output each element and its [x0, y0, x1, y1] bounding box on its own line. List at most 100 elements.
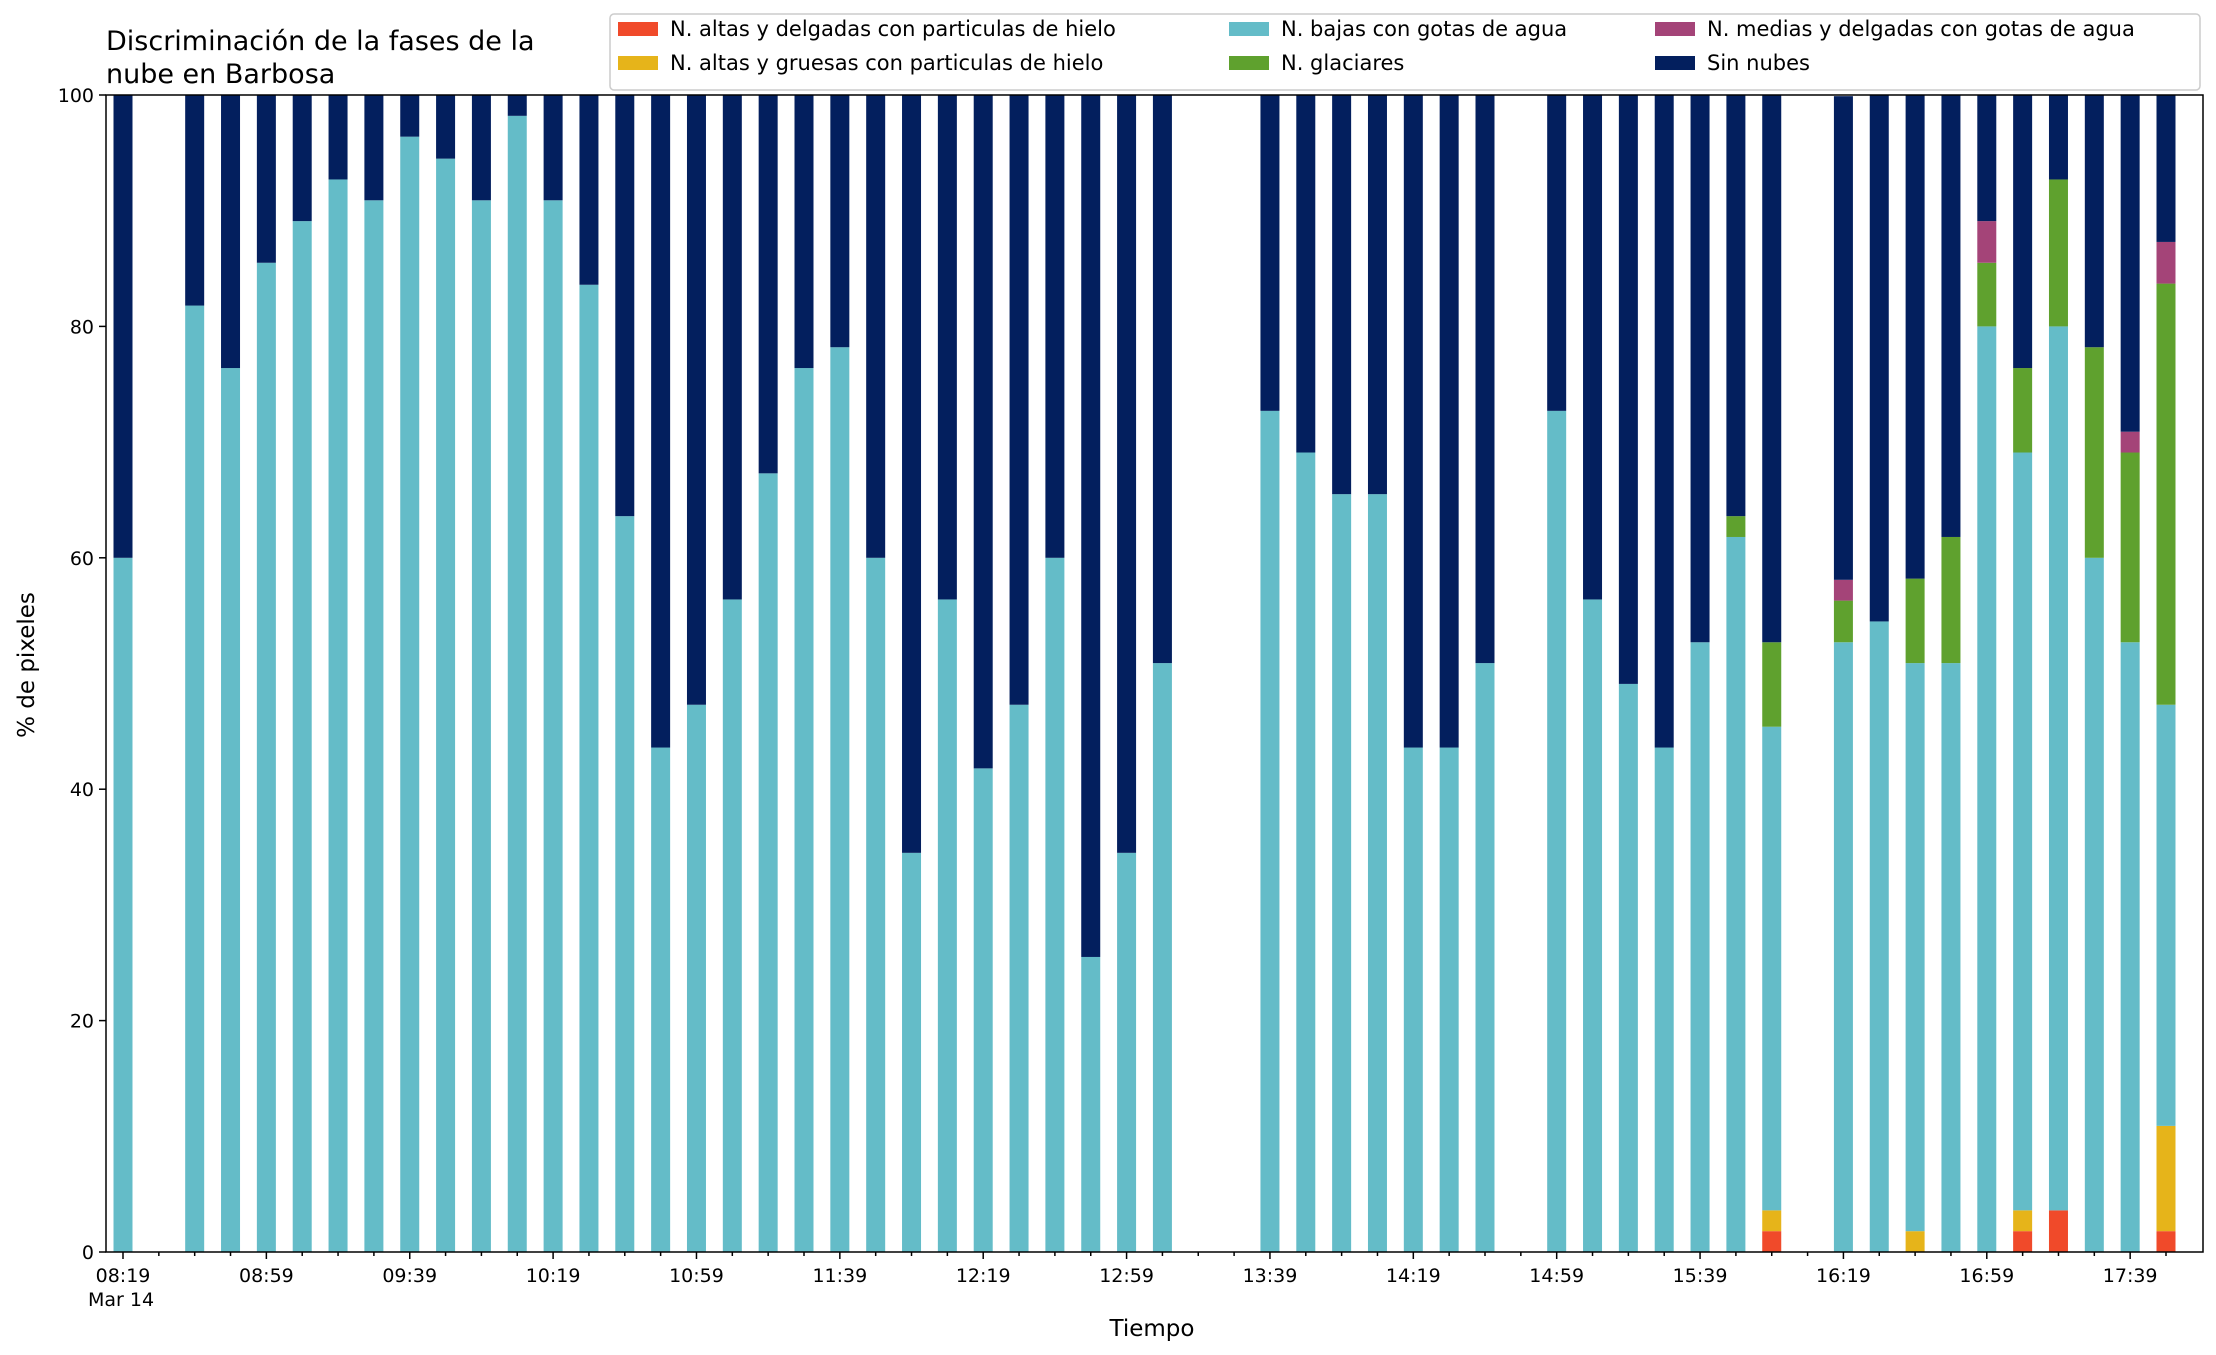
bar-segment-s2-09:59 — [471, 200, 491, 1252]
bar-segment-s5-10:29 — [579, 95, 599, 285]
bar-segment-s2-14:29 — [1439, 747, 1459, 1252]
bar-segment-s5-09:39 — [400, 95, 420, 137]
bar-segment-s2-13:49 — [1296, 452, 1316, 1252]
bar-segment-s2-09:09 — [292, 221, 312, 1253]
bar-segment-s5-09:49 — [436, 95, 456, 159]
bar-segment-s3-17:39 — [2120, 452, 2140, 643]
bar-segment-s2-10:19 — [543, 200, 563, 1252]
bar-segment-s5-14:29 — [1439, 95, 1459, 748]
bar-segment-s4-16:59 — [1977, 221, 1997, 263]
legend-entry-label: Sin nubes — [1707, 51, 1810, 75]
bar-segment-s3-16:49 — [1941, 536, 1961, 664]
x-axis-ticks: 08:19 08:59 09:39 10:19 10:59 11:39 12:19 12:59… — [88, 1252, 2167, 1311]
bar-segment-s5-16:19 — [1833, 96, 1853, 580]
bar-segment-s2-11:09 — [722, 599, 742, 1252]
legend-swatch — [618, 56, 658, 70]
bar-segment-s5-14:09 — [1367, 95, 1387, 495]
bar-segment-s5-10:19 — [543, 95, 563, 201]
x-tick-label: 08:59 — [239, 1265, 294, 1287]
bar-segment-s5-17:09 — [2013, 95, 2033, 369]
bar-segment-s1-17:09 — [2013, 1210, 2033, 1232]
bar-segment-s2-15:09 — [1583, 599, 1603, 1252]
x-tick-label: 08:19 — [96, 1265, 151, 1287]
bar-segment-s5-11:49 — [866, 95, 886, 558]
bar-segment-s1-16:39 — [1905, 1231, 1925, 1252]
bar-segment-s3-17:09 — [2013, 368, 2033, 453]
bar-segment-s2-16:39 — [1905, 663, 1925, 1232]
legend-swatch — [1655, 56, 1695, 70]
bar-segment-s2-09:19 — [328, 179, 348, 1253]
bar-segment-s1-15:59 — [1762, 1210, 1782, 1232]
bar-segment-s1-17:49 — [2156, 1125, 2176, 1232]
x-axis-label: Tiempo — [1109, 1316, 1195, 1342]
x-tick-label: 14:19 — [1386, 1265, 1441, 1287]
x-tick-label: 12:59 — [1099, 1265, 1154, 1287]
bar-segment-s5-08:49 — [221, 95, 241, 369]
bar-segment-s3-15:59 — [1762, 642, 1782, 727]
bar-segment-s2-11:59 — [902, 852, 922, 1252]
x-tick-label: 12:19 — [956, 1265, 1011, 1287]
bar-segment-s5-15:39 — [1690, 95, 1710, 643]
bar-segment-s2-17:29 — [2084, 557, 2104, 1252]
bar-segment-s5-09:29 — [364, 95, 384, 201]
bar-segment-s5-11:09 — [722, 95, 742, 600]
legend-swatch — [1655, 22, 1695, 36]
bar-segment-s5-13:09 — [1152, 95, 1172, 664]
bar-segment-s2-08:49 — [221, 368, 241, 1252]
legend-entry-label: N. bajas con gotas de agua — [1281, 17, 1567, 41]
x-tick-label: 17:39 — [2103, 1265, 2158, 1287]
bar-segment-s5-12:29 — [1009, 95, 1029, 705]
bar-segment-s2-11:29 — [794, 368, 814, 1252]
x-tick-label: 10:19 — [526, 1265, 581, 1287]
bar-segment-s5-10:59 — [686, 95, 706, 705]
bar-segment-s5-14:19 — [1403, 95, 1423, 748]
bar-segment-s5-09:09 — [292, 95, 312, 222]
x-tick-label: 16:19 — [1816, 1265, 1871, 1287]
y-axis-label: % de pixeles — [14, 592, 40, 738]
bar-segment-s2-10:09 — [507, 115, 527, 1253]
bar-segment-s5-13:49 — [1296, 95, 1316, 453]
legend-swatch — [1229, 22, 1269, 36]
bar-segment-s2-14:19 — [1403, 747, 1423, 1252]
bar-segment-s2-15:19 — [1618, 683, 1638, 1252]
bar-segment-s2-15:29 — [1654, 747, 1674, 1252]
legend: N. altas y delgadas con particulas de hi… — [609, 13, 2201, 91]
x-tick-label: 14:59 — [1529, 1265, 1584, 1287]
x-tick-label: 11:39 — [812, 1265, 867, 1287]
y-tick-label: 60 — [70, 548, 94, 570]
bar-segment-s5-10:49 — [651, 95, 671, 748]
bar-segment-s5-17:29 — [2084, 95, 2104, 348]
bar-segment-s2-16:19 — [1833, 642, 1853, 1252]
bar-segment-s5-16:29 — [1869, 95, 1889, 622]
bar-segment-s5-11:19 — [758, 95, 778, 474]
bar-segment-s2-17:19 — [2048, 326, 2068, 1211]
x-tick-label: 09:39 — [382, 1265, 437, 1287]
bar-segment-s2-17:49 — [2156, 704, 2176, 1126]
bar-segment-s5-12:49 — [1081, 95, 1101, 957]
y-tick-label: 80 — [70, 316, 94, 338]
bar-segment-s3-16:39 — [1905, 578, 1925, 664]
bar-segment-s4-17:49 — [2156, 241, 2176, 284]
legend-box — [609, 13, 2201, 91]
bar-segment-s2-11:19 — [758, 473, 778, 1253]
bar-segment-s5-12:09 — [937, 95, 957, 600]
bar-segment-s2-12:29 — [1009, 704, 1029, 1252]
chart-title-line-1: Discriminación de la fases de la — [106, 26, 535, 57]
bar-segment-s5-13:59 — [1332, 95, 1352, 495]
bar-segment-s2-08:59 — [256, 262, 276, 1252]
bar-segment-s5-17:39 — [2120, 95, 2140, 432]
bar-segment-s2-14:59 — [1547, 410, 1567, 1252]
bar-segment-s2-12:19 — [973, 768, 993, 1252]
bar-segment-s2-13:59 — [1332, 494, 1352, 1252]
bar-segment-s5-11:59 — [902, 95, 922, 853]
legend-entry-label: N. medias y delgadas con gotas de agua — [1707, 17, 2135, 41]
y-tick-label: 20 — [70, 1011, 94, 1033]
bar-segment-s2-10:29 — [579, 284, 599, 1252]
bar-segment-s2-15:39 — [1690, 642, 1710, 1252]
bar-segment-s2-12:59 — [1117, 852, 1137, 1252]
bar-segment-s2-16:59 — [1977, 326, 1997, 1252]
bar-segment-s2-10:39 — [615, 516, 635, 1252]
bar-segment-s2-12:39 — [1045, 557, 1065, 1252]
bar-segment-s5-12:59 — [1117, 95, 1137, 853]
